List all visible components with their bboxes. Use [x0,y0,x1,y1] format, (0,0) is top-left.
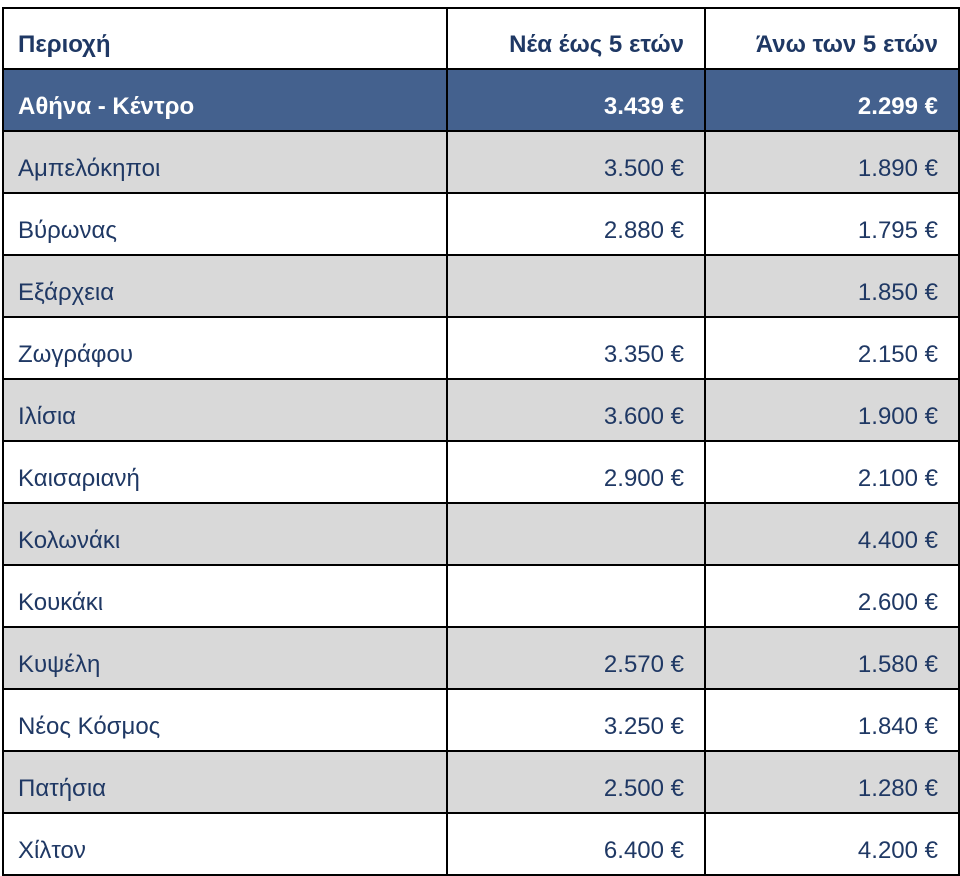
table-row: Κουκάκι 2.600 € [2,564,960,628]
table-row: Αθήνα - Κέντρο 3.439 €2.299 € [2,68,960,132]
table-row: Εξάρχεια 1.850 € [2,254,960,318]
price-new-cell: 6.400 € [446,812,706,876]
table-body: Αθήνα - Κέντρο 3.439 €2.299 € Αμπελόκηποι 3… [2,68,960,876]
region-cell: Νέος Κόσμος [2,688,448,752]
price-old-cell: 2.600 € [704,564,960,628]
region-cell: Κυψέλη [2,626,448,690]
region-cell: Ζωγράφου [2,316,448,380]
price-new-cell: 2.900 € [446,440,706,504]
table-row: Κυψέλη 2.570 €1.580 € [2,626,960,690]
price-new-cell: 2.880 € [446,192,706,256]
price-new-cell: 3.500 € [446,130,706,194]
table-row: Χίλτον 6.400 €4.200 € [2,812,960,876]
price-old-cell: 1.900 € [704,378,960,442]
price-old-cell: 4.400 € [704,502,960,566]
table-row: Ζωγράφου 3.350 €2.150 € [2,316,960,380]
region-cell: Καισαριανή [2,440,448,504]
header-row: Περιοχή Νέα έως 5 ετών Άνω των 5 ετών [2,7,960,70]
region-cell: Ιλίσια [2,378,448,442]
price-new-cell: 3.600 € [446,378,706,442]
region-cell: Εξάρχεια [2,254,448,318]
price-old-cell: 1.850 € [704,254,960,318]
table-row: Κολωνάκι 4.400 € [2,502,960,566]
region-cell: Αμπελόκηποι [2,130,448,194]
price-old-cell: 1.840 € [704,688,960,752]
price-old-cell: 2.299 € [704,68,960,132]
header-over-5-years: Άνω των 5 ετών [704,7,960,70]
price-new-cell: 3.350 € [446,316,706,380]
price-new-cell [446,254,706,318]
price-new-cell: 2.500 € [446,750,706,814]
table-row: Καισαριανή 2.900 €2.100 € [2,440,960,504]
price-old-cell: 1.890 € [704,130,960,194]
header-region: Περιοχή [2,7,448,70]
table-row: Νέος Κόσμος 3.250 €1.840 € [2,688,960,752]
price-old-cell: 1.580 € [704,626,960,690]
price-new-cell [446,564,706,628]
header-new-up-to-5-years: Νέα έως 5 ετών [446,7,706,70]
table-row: Αμπελόκηποι 3.500 €1.890 € [2,130,960,194]
table-header: Περιοχή Νέα έως 5 ετών Άνω των 5 ετών [2,7,960,70]
region-price-table: Περιοχή Νέα έως 5 ετών Άνω των 5 ετών Αθ… [2,7,960,876]
region-cell: Χίλτον [2,812,448,876]
region-cell: Κουκάκι [2,564,448,628]
price-new-cell: 2.570 € [446,626,706,690]
table-row: Βύρωνας 2.880 €1.795 € [2,192,960,256]
price-old-cell: 2.150 € [704,316,960,380]
price-old-cell: 2.100 € [704,440,960,504]
price-new-cell: 3.439 € [446,68,706,132]
price-new-cell [446,502,706,566]
region-cell: Βύρωνας [2,192,448,256]
table-row: Πατήσια 2.500 €1.280 € [2,750,960,814]
region-cell: Κολωνάκι [2,502,448,566]
region-cell: Αθήνα - Κέντρο [2,68,448,132]
region-cell: Πατήσια [2,750,448,814]
price-new-cell: 3.250 € [446,688,706,752]
price-old-cell: 1.280 € [704,750,960,814]
table-row: Ιλίσια 3.600 €1.900 € [2,378,960,442]
price-old-cell: 4.200 € [704,812,960,876]
price-old-cell: 1.795 € [704,192,960,256]
